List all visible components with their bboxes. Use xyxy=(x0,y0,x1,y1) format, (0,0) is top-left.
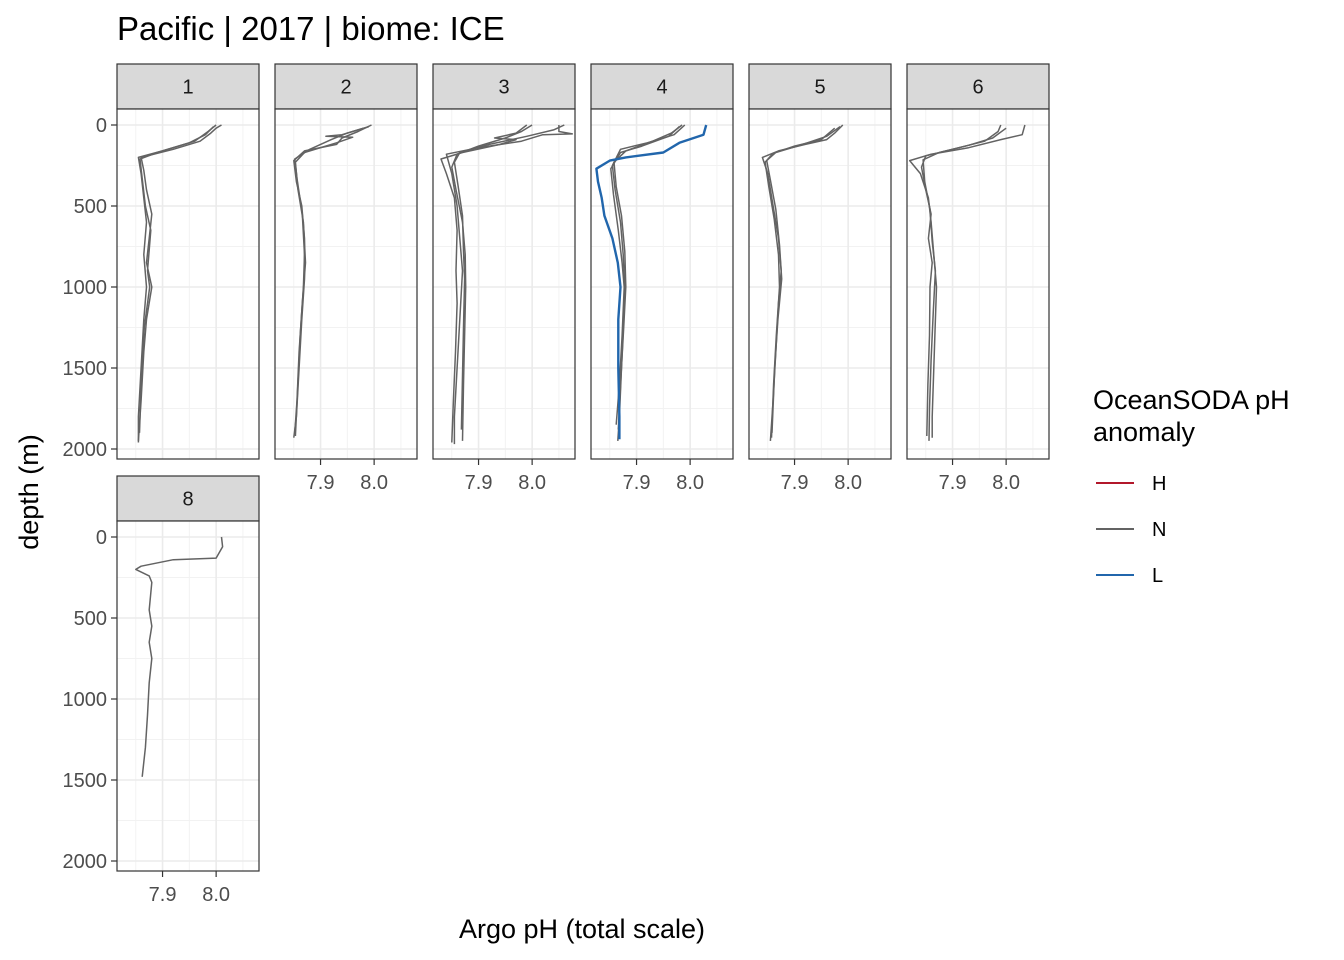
facet-panel-6: 6 xyxy=(906,63,1050,460)
profile-line-n xyxy=(922,127,1007,441)
profile-line-n xyxy=(453,124,565,430)
facet-strip-label: 5 xyxy=(814,77,825,99)
panel-background xyxy=(117,521,259,871)
panel-border xyxy=(432,108,576,460)
facet-strip xyxy=(748,63,892,110)
legend-title-line: OceanSODA pH xyxy=(1093,385,1290,415)
x-tick-label: 8.0 xyxy=(834,472,862,494)
facet-panel-5: 5 xyxy=(748,63,892,460)
y-tick-label: 500 xyxy=(74,608,107,630)
facet-panel-1: 1 xyxy=(116,63,260,460)
y-tick-label: 1500 xyxy=(63,358,108,380)
facet-strip xyxy=(116,63,260,110)
x-axis-title: Argo pH (total scale) xyxy=(459,914,705,944)
x-tick-label: 7.9 xyxy=(781,472,809,494)
facet-strip-label: 3 xyxy=(498,77,509,99)
y-tick-label: 0 xyxy=(96,115,107,137)
legend-title-line: anomaly xyxy=(1093,417,1196,447)
facet-strip xyxy=(590,63,734,110)
facet-strip-label: 1 xyxy=(182,77,193,99)
x-tick-label: 8.0 xyxy=(518,472,546,494)
y-tick-label: 1000 xyxy=(63,277,108,299)
facet-strip-label: 4 xyxy=(656,77,667,99)
legend-title: OceanSODA pH anomaly xyxy=(1093,385,1290,447)
profile-line-n xyxy=(138,126,215,433)
facet-panel-2: 2 xyxy=(274,63,418,460)
panel-border xyxy=(906,108,1050,460)
x-tick-label: 7.9 xyxy=(465,472,493,494)
facet-strip-label: 8 xyxy=(182,489,193,511)
panel-background xyxy=(907,109,1049,459)
facet-panels: 1 2 3 4 5 6 8 xyxy=(116,63,1050,872)
chart-title: Pacific | 2017 | biome: ICE xyxy=(117,10,505,47)
facet-strip xyxy=(432,63,576,110)
y-axis-title: depth (m) xyxy=(14,434,44,550)
profile-line-n xyxy=(135,536,224,777)
y-axes: 0 500 1000 1500 2000 0 500 1000 1500 2000 xyxy=(63,115,117,873)
y-tick-label: 500 xyxy=(74,196,107,218)
facet-panel-8: 8 xyxy=(116,475,260,872)
profile-line-n xyxy=(451,124,533,441)
facet-panel-4: 4 xyxy=(590,63,734,460)
x-tick-label: 8.0 xyxy=(676,472,704,494)
x-tick-label: 7.9 xyxy=(939,472,967,494)
x-tick-label: 8.0 xyxy=(992,472,1020,494)
facet-strip xyxy=(116,475,260,522)
facet-strip-label: 2 xyxy=(340,77,351,99)
x-tick-label: 7.9 xyxy=(149,884,177,906)
panel-background xyxy=(749,109,891,459)
profile-line-n xyxy=(610,126,680,425)
profile-line-n xyxy=(294,125,370,437)
y-tick-label: 1500 xyxy=(63,770,108,792)
x-tick-label: 8.0 xyxy=(202,884,230,906)
profile-line-n xyxy=(613,124,683,430)
legend-label-h: H xyxy=(1152,473,1166,495)
panel-border xyxy=(748,108,892,460)
panel-background xyxy=(275,109,417,459)
facet-strip-label: 6 xyxy=(972,77,983,99)
panel-background xyxy=(591,109,733,459)
panel-border xyxy=(274,108,418,460)
panel-border xyxy=(590,108,734,460)
panel-border xyxy=(116,520,260,872)
x-tick-label: 8.0 xyxy=(360,472,388,494)
facet-panel-3: 3 xyxy=(432,63,576,460)
y-tick-label: 2000 xyxy=(63,851,108,873)
x-axes: 7.9 8.0 7.9 8.0 7.9 8.0 7.9 8.0 7.9 8.0 7.9 8.0 xyxy=(149,459,1020,906)
y-tick-label: 2000 xyxy=(63,439,108,461)
panel-border xyxy=(116,108,260,460)
y-tick-label: 0 xyxy=(96,527,107,549)
x-tick-label: 7.9 xyxy=(623,472,651,494)
profile-line-n xyxy=(445,125,574,445)
profile-line-n xyxy=(137,124,222,441)
legend-label-l: L xyxy=(1152,565,1163,587)
profile-line-n xyxy=(765,125,841,433)
y-tick-label: 1000 xyxy=(63,689,108,711)
profile-line-l xyxy=(595,124,708,440)
legend: OceanSODA pH anomaly H N L xyxy=(1093,385,1290,587)
facet-strip xyxy=(274,63,418,110)
x-tick-label: 7.9 xyxy=(307,472,335,494)
facet-strip xyxy=(906,63,1050,110)
legend-label-n: N xyxy=(1152,519,1166,541)
